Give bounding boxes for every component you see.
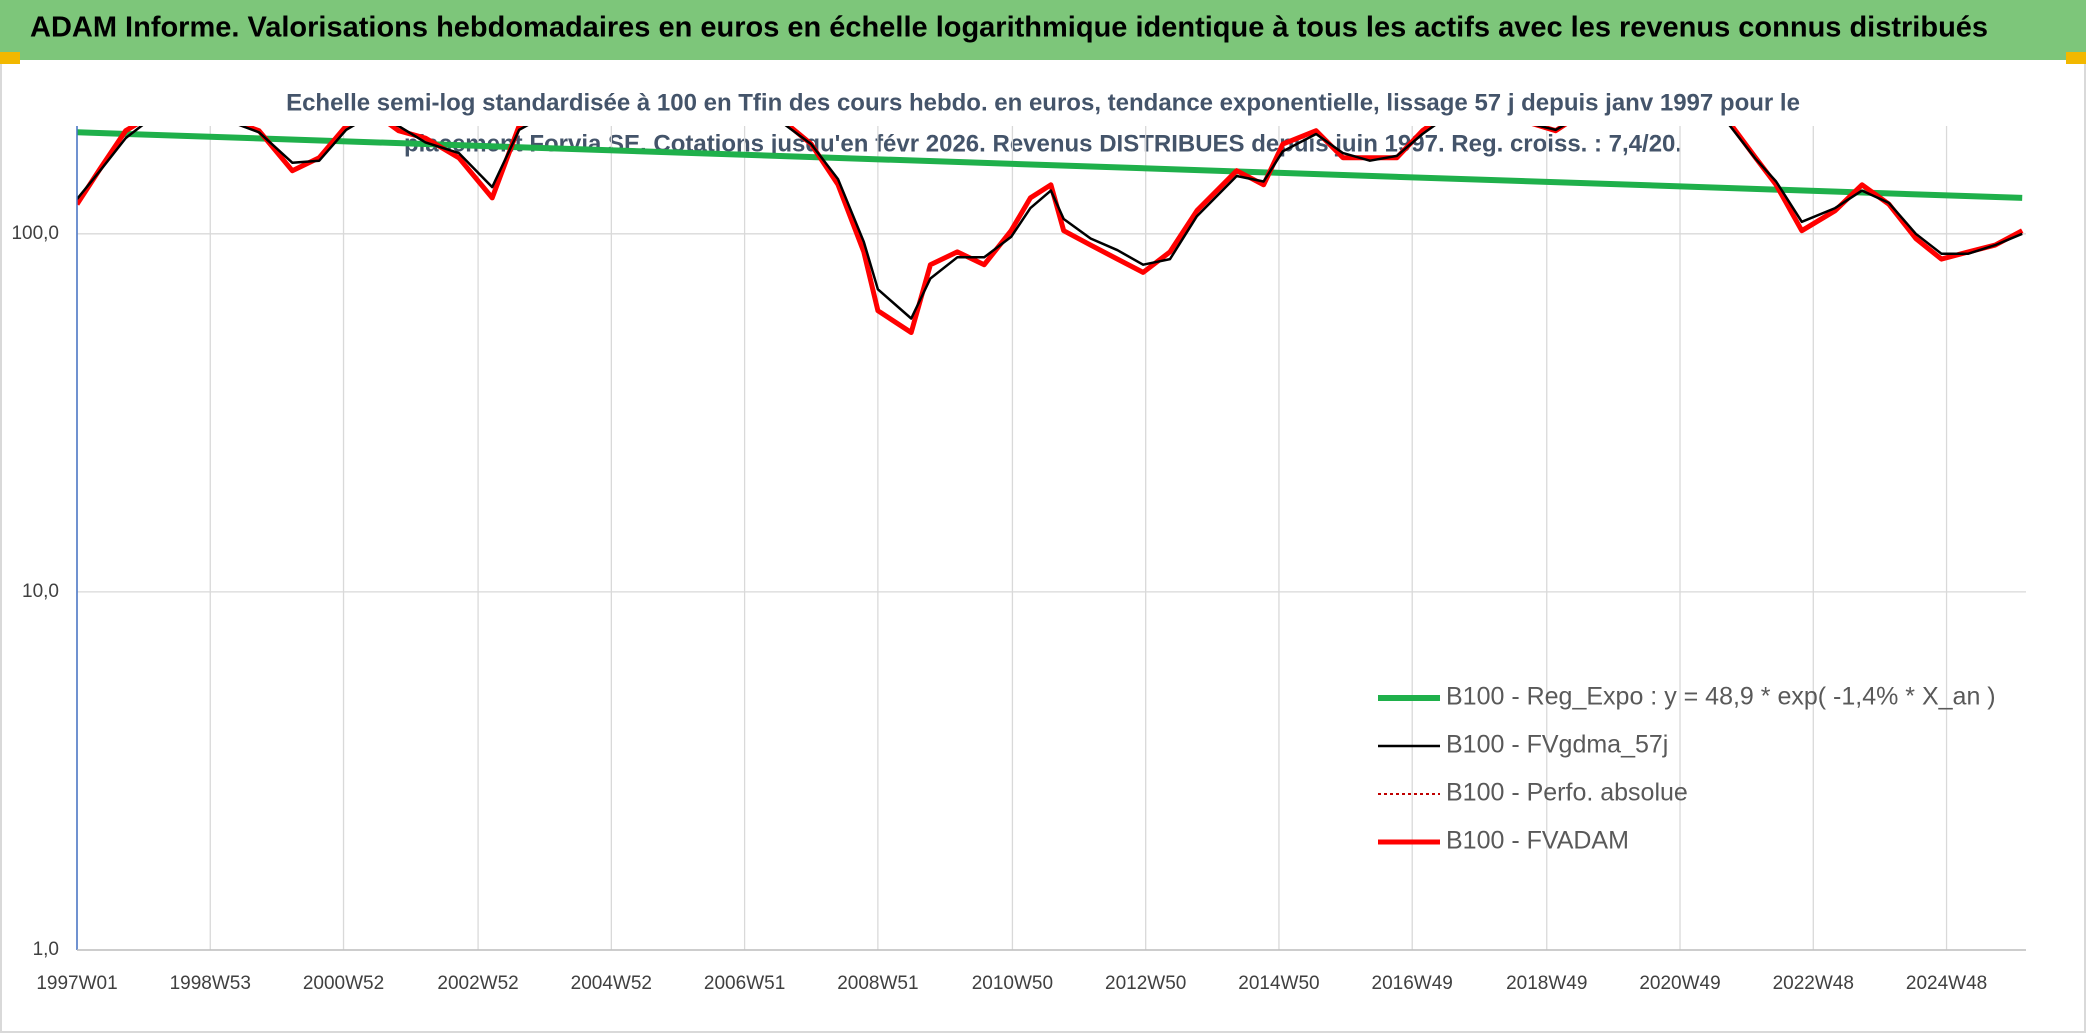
- x-tick-label: 2008W51: [837, 973, 918, 994]
- legend-label: B100 - FVADAM: [1446, 827, 1629, 855]
- y-tick-label: 1,0: [33, 939, 59, 960]
- corner: [2066, 52, 2086, 64]
- corner: [0, 52, 20, 64]
- x-tick-label: 2016W49: [1372, 973, 1453, 994]
- legend-label: B100 - Perfo. absolue: [1446, 779, 1688, 807]
- x-tick-label: 2012W50: [1105, 973, 1186, 994]
- plot-area: [77, 126, 2024, 335]
- chart-subtitle: Echelle semi-log standardisée à 100 en T…: [286, 89, 1800, 116]
- x-tick-label: 2018W49: [1506, 973, 1587, 994]
- header-band: [0, 0, 2086, 60]
- chart-title: ADAM Informe. Valorisations hebdomadaire…: [30, 12, 1988, 44]
- x-tick-label: 2014W50: [1238, 973, 1319, 994]
- chart-subtitle: placement Forvia SE. Cotations jusqu'en …: [404, 130, 1682, 157]
- x-tick-label: 2000W52: [303, 973, 384, 994]
- x-tick-label: 2024W48: [1906, 973, 1987, 994]
- y-tick-label: 10,0: [22, 581, 59, 602]
- x-tick-label: 1997W01: [36, 973, 117, 994]
- series-line: [77, 129, 2023, 201]
- series-line: [77, 126, 2023, 320]
- legend: B100 - Reg_Expo : y = 48,9 * exp( -1,4% …: [1378, 683, 1996, 855]
- x-tick-label: 2006W51: [704, 973, 785, 994]
- x-tick-label: 1998W53: [170, 973, 251, 994]
- legend-label: B100 - Reg_Expo : y = 48,9 * exp( -1,4% …: [1446, 683, 1996, 711]
- y-tick-label: 100,0: [11, 223, 59, 244]
- x-tick-label: 2010W50: [972, 973, 1053, 994]
- axes: 1,0 10,0 100,0 1997W01 1998W53 2000W52 2002W52…: [11, 126, 2026, 994]
- x-tick-label: 2004W52: [571, 973, 652, 994]
- x-tick-label: 2002W52: [437, 973, 518, 994]
- legend-label: B100 - FVgdma_57j: [1446, 731, 1668, 759]
- x-tick-label: 2020W49: [1639, 973, 1720, 994]
- x-tick-label: 2022W48: [1773, 973, 1854, 994]
